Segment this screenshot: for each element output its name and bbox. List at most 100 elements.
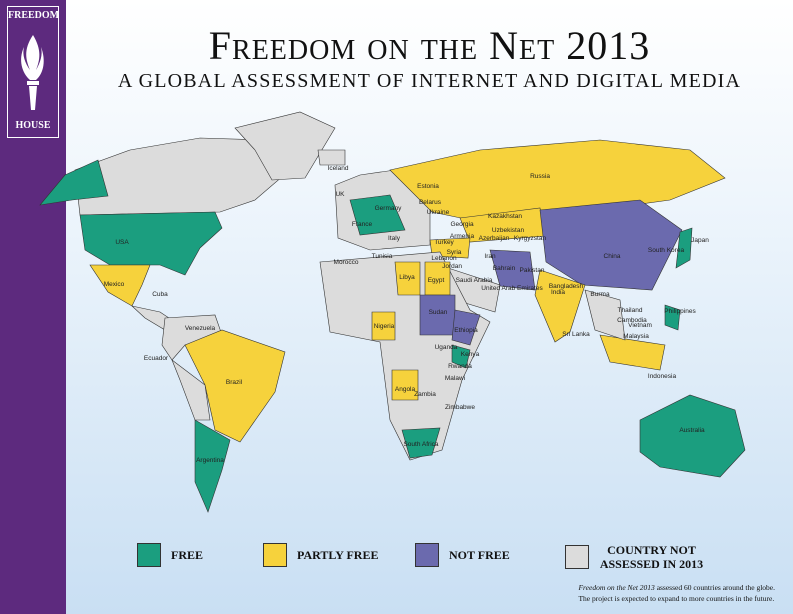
country-label: Bangladesh bbox=[549, 283, 584, 290]
country-label: Italy bbox=[388, 235, 401, 242]
country-label: Lebanon bbox=[431, 255, 457, 262]
country-label: Uzbekistan bbox=[492, 227, 525, 234]
country-label: United Arab Emirates bbox=[481, 285, 543, 292]
legend-swatch bbox=[137, 543, 161, 567]
country-label: Zimbabwe bbox=[445, 404, 475, 411]
country-label: Syria bbox=[447, 249, 462, 256]
logo-top: FREEDOM bbox=[8, 10, 60, 21]
country-region bbox=[317, 149, 346, 166]
country-label: USA bbox=[115, 239, 129, 246]
country-label: Angola bbox=[395, 386, 416, 393]
legend-label: COUNTRY NOT ASSESSED IN 2013 bbox=[599, 543, 704, 571]
country-label: Libya bbox=[399, 274, 415, 281]
country-label: Sudan bbox=[429, 309, 448, 316]
country-region bbox=[675, 227, 693, 269]
country-label: Kenya bbox=[461, 351, 480, 358]
country-label: Jordan bbox=[442, 263, 462, 270]
country-label: Burma bbox=[590, 291, 610, 298]
country-label: Venezuela bbox=[185, 325, 216, 332]
country-region bbox=[451, 309, 481, 346]
torch-icon bbox=[21, 35, 44, 110]
country-label: Mexico bbox=[104, 281, 125, 288]
country-label: Sri Lanka bbox=[562, 331, 590, 338]
country-label: France bbox=[352, 221, 373, 228]
country-region bbox=[79, 211, 223, 276]
country-region bbox=[234, 111, 336, 181]
country-label: Cambodia bbox=[617, 317, 647, 324]
country-label: India bbox=[551, 289, 565, 296]
legend-swatch bbox=[565, 545, 589, 569]
country-region bbox=[371, 311, 396, 341]
country-label: Ethiopia bbox=[454, 327, 478, 334]
country-region bbox=[89, 264, 151, 307]
country-label: Russia bbox=[530, 173, 550, 180]
legend-item: NOT FREE bbox=[415, 543, 510, 567]
country-label: Kazakhstan bbox=[488, 213, 522, 220]
country-label: Thailand bbox=[618, 307, 643, 314]
country-label: Zambia bbox=[414, 391, 436, 398]
country-label: South Korea bbox=[648, 247, 685, 254]
footnote: Freedom on the Net 2013 assessed 60 coun… bbox=[578, 582, 775, 604]
legend-label: PARTLY FREE bbox=[297, 547, 379, 562]
country-region bbox=[349, 194, 406, 236]
country-region bbox=[194, 419, 231, 513]
country-label: Saudi Arabia bbox=[456, 277, 493, 284]
country-region bbox=[639, 394, 746, 478]
country-label: Germany bbox=[375, 205, 402, 212]
legend-swatch bbox=[415, 543, 439, 567]
legend-item: PARTLY FREE bbox=[263, 543, 378, 567]
country-region bbox=[584, 289, 626, 341]
subtitle: A GLOBAL ASSESSMENT OF INTERNET AND DIGI… bbox=[117, 70, 742, 92]
legend-item: FREE bbox=[137, 543, 203, 567]
country-label: Brazil bbox=[226, 379, 243, 386]
logo: FREEDOM HOUSE bbox=[7, 6, 59, 138]
country-label: Kyrgyzstan bbox=[514, 235, 547, 242]
country-label: UK bbox=[335, 191, 345, 198]
country-label: Egypt bbox=[428, 277, 445, 284]
country-region bbox=[184, 329, 286, 443]
legend-label: FREE bbox=[171, 547, 204, 562]
country-region bbox=[171, 359, 211, 421]
country-label: Turkey bbox=[434, 239, 454, 246]
country-label: Iceland bbox=[328, 165, 349, 172]
country-label: Georgia bbox=[450, 221, 474, 228]
country-label: Malaysia bbox=[623, 333, 649, 340]
country-label: Cuba bbox=[152, 291, 168, 298]
legend-label: NOT FREE bbox=[449, 547, 510, 562]
country-label: Malawi bbox=[445, 375, 465, 382]
country-region bbox=[391, 369, 419, 401]
footnote-italic: Freedom on the Net 2013 bbox=[578, 583, 655, 592]
country-region bbox=[39, 159, 109, 206]
country-label: Bahrain bbox=[493, 265, 516, 272]
country-label: Belarus bbox=[419, 199, 442, 206]
country-label: Ecuador bbox=[144, 355, 169, 362]
footnote-line: Freedom on the Net 2013 assessed 60 coun… bbox=[578, 582, 775, 593]
footnote-line: The project is expected to expand to mor… bbox=[578, 594, 775, 603]
country-label: Estonia bbox=[417, 183, 439, 190]
country-label: South Africa bbox=[403, 441, 438, 448]
country-label: Morocco bbox=[334, 259, 359, 266]
country-label: Uganda bbox=[435, 344, 458, 351]
country-label: Armenia bbox=[450, 233, 475, 240]
country-region bbox=[401, 427, 441, 459]
country-label: Tunisia bbox=[372, 253, 393, 260]
country-label: Ukraine bbox=[427, 209, 450, 216]
country-label: Iran bbox=[484, 253, 496, 260]
country-label: Philippines bbox=[664, 308, 696, 315]
country-label: Indonesia bbox=[648, 373, 677, 380]
country-label: Azerbaijan bbox=[479, 235, 510, 242]
country-label: Argentina bbox=[196, 457, 224, 464]
country-label: Nigeria bbox=[374, 323, 395, 330]
country-label: Rwanda bbox=[448, 363, 472, 370]
legend-swatch bbox=[263, 543, 287, 567]
logo-bottom: HOUSE bbox=[15, 120, 51, 131]
legend-item: COUNTRY NOT ASSESSED IN 2013 bbox=[565, 543, 704, 571]
country-region bbox=[489, 249, 536, 291]
country-region bbox=[451, 344, 471, 369]
country-region bbox=[534, 269, 586, 343]
footnote-text: assessed 60 countries around the globe. bbox=[654, 583, 775, 592]
country-label: Australia bbox=[679, 427, 705, 434]
country-region bbox=[599, 334, 666, 371]
